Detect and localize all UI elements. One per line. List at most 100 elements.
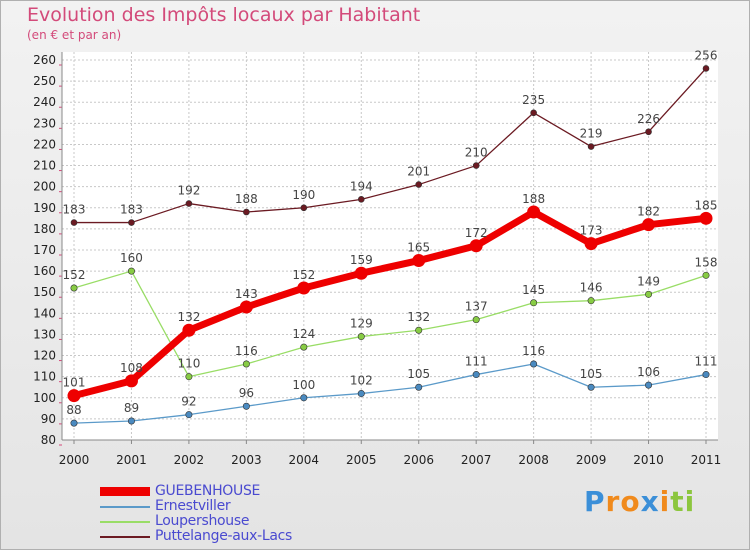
- point-guebenhouse: [699, 211, 713, 225]
- data-label-ernestviller: 116: [522, 344, 545, 358]
- y-tick-label: 190: [33, 201, 56, 215]
- point-puttelange-aux-lacs: [530, 109, 537, 117]
- data-label-loupershouse: 124: [292, 327, 315, 341]
- y-tick-label: 160: [33, 264, 56, 278]
- point-ernestviller: [530, 360, 538, 368]
- point-guebenhouse: [412, 254, 426, 268]
- data-label-puttelange-aux-lacs: 256: [695, 48, 718, 62]
- data-label-guebenhouse: 172: [465, 226, 488, 240]
- data-label-ernestviller: 92: [181, 395, 196, 409]
- y-tick-label: 140: [33, 306, 56, 320]
- chart-subtitle: (en € et par an): [27, 28, 122, 42]
- x-tick-label: 2001: [116, 453, 147, 467]
- label-layer: 183 183 192 188 190 194 201 210 235 219 226 256 152 1…: [63, 48, 718, 417]
- point-loupershouse: [242, 360, 250, 368]
- legend-label: Loupershouse: [155, 513, 250, 529]
- y-tick-label: 170: [33, 243, 56, 257]
- data-label-ernestviller: 100: [292, 378, 315, 392]
- point-guebenhouse: [67, 389, 81, 403]
- data-label-puttelange-aux-lacs: 188: [235, 192, 258, 206]
- logo-letter: t: [670, 485, 685, 518]
- point-ernestviller: [70, 419, 78, 427]
- data-label-loupershouse: 129: [350, 317, 373, 331]
- y-tick-label: 220: [33, 137, 56, 151]
- y-tick-label: 200: [33, 180, 56, 194]
- legend-swatch: [100, 535, 150, 538]
- point-ernestviller: [357, 390, 365, 398]
- point-puttelange-aux-lacs: [587, 143, 595, 150]
- point-puttelange-aux-lacs: [702, 65, 710, 72]
- data-label-guebenhouse: 165: [407, 241, 430, 255]
- point-guebenhouse: [182, 323, 196, 337]
- series-line-puttelange-aux-lacs: [74, 68, 707, 224]
- point-loupershouse: [645, 290, 653, 298]
- point-loupershouse: [587, 297, 595, 305]
- data-label-puttelange-aux-lacs: 226: [637, 112, 660, 126]
- grid-layer: [62, 52, 718, 441]
- point-puttelange-aux-lacs: [645, 128, 652, 136]
- legend: GUEBENHOUSE Ernestviller Loupershouse Putte…: [100, 484, 292, 544]
- data-label-loupershouse: 158: [695, 255, 718, 269]
- data-label-loupershouse: 146: [580, 281, 603, 295]
- data-label-ernestviller: 105: [407, 367, 430, 381]
- data-label-guebenhouse: 152: [292, 268, 315, 282]
- legend-item: Puttelange-aux-Lacs: [100, 529, 292, 544]
- point-guebenhouse: [527, 205, 541, 219]
- data-label-puttelange-aux-lacs: 192: [177, 184, 200, 198]
- point-guebenhouse: [239, 300, 253, 314]
- y-tick-label: 250: [33, 74, 56, 88]
- y-tick-label: 210: [33, 159, 56, 173]
- point-guebenhouse: [584, 237, 598, 251]
- data-label-ernestviller: 106: [637, 365, 660, 379]
- point-puttelange-aux-lacs: [70, 219, 78, 226]
- data-label-guebenhouse: 101: [63, 376, 86, 390]
- proxiti-logo: Proxiti: [584, 485, 695, 518]
- x-tick-label: 2006: [403, 453, 434, 467]
- data-label-ernestviller: 89: [124, 401, 139, 415]
- legend-swatch: [100, 505, 150, 508]
- y-tick-label: 120: [33, 349, 56, 363]
- point-loupershouse: [70, 284, 78, 292]
- data-label-loupershouse: 149: [637, 274, 660, 288]
- data-label-loupershouse: 137: [465, 300, 488, 314]
- data-label-loupershouse: 110: [177, 357, 200, 371]
- y-tick-label: 90: [41, 412, 56, 426]
- legend-swatch: [100, 487, 150, 496]
- point-loupershouse: [185, 373, 193, 381]
- data-label-puttelange-aux-lacs: 190: [292, 188, 315, 202]
- point-loupershouse: [472, 316, 480, 324]
- logo-letter: i: [659, 485, 671, 518]
- axis-layer: 8090100110120130140150160170180190200210…: [33, 52, 721, 467]
- point-puttelange-aux-lacs: [185, 200, 193, 207]
- point-loupershouse: [530, 299, 538, 307]
- point-puttelange-aux-lacs: [472, 162, 480, 169]
- data-label-ernestviller: 96: [239, 386, 254, 400]
- y-tick-label: 100: [33, 391, 56, 405]
- logo-letter: r: [605, 485, 621, 518]
- point-ernestviller: [587, 383, 595, 391]
- point-puttelange-aux-lacs: [300, 204, 308, 212]
- data-label-loupershouse: 160: [120, 251, 143, 265]
- logo-letter: P: [584, 485, 606, 518]
- point-puttelange-aux-lacs: [128, 219, 135, 226]
- point-guebenhouse: [469, 239, 483, 253]
- data-label-puttelange-aux-lacs: 210: [465, 146, 488, 160]
- y-tick-label: 230: [33, 116, 56, 130]
- data-label-ernestviller: 88: [66, 403, 81, 417]
- y-tick-label: 130: [33, 327, 56, 341]
- y-tick-label: 150: [33, 285, 56, 299]
- x-tick-label: 2007: [461, 453, 492, 467]
- legend-label: Puttelange-aux-Lacs: [155, 528, 293, 544]
- legend-swatch: [100, 520, 150, 523]
- plot-area: [62, 52, 718, 440]
- x-tick-label: 2004: [289, 453, 320, 467]
- series-layer: [67, 65, 713, 427]
- data-label-puttelange-aux-lacs: 194: [350, 179, 373, 193]
- point-guebenhouse: [642, 218, 656, 232]
- point-guebenhouse: [124, 374, 138, 388]
- x-tick-label: 2008: [518, 453, 549, 467]
- point-loupershouse: [300, 343, 308, 351]
- logo-letter: x: [640, 485, 660, 518]
- x-tick-label: 2000: [59, 453, 90, 467]
